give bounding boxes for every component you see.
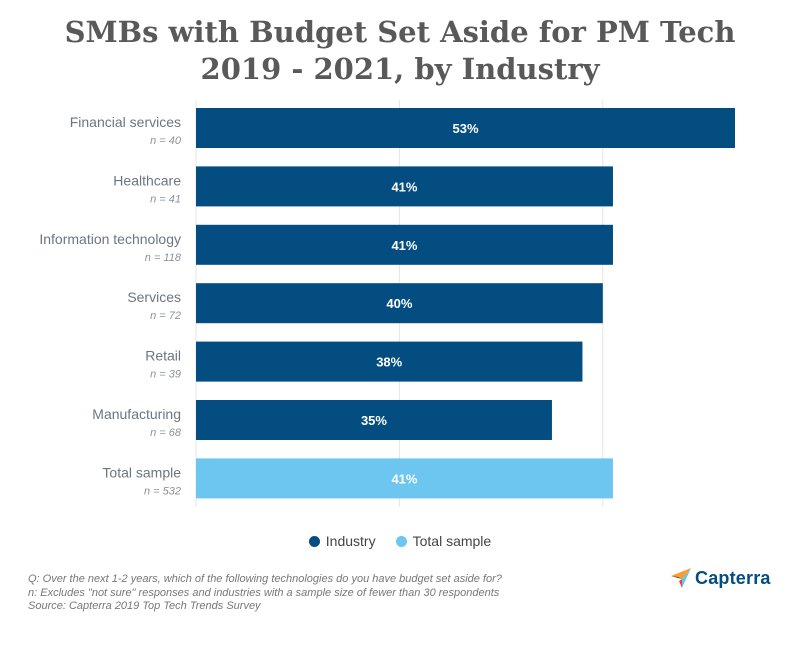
category-label: Information technology <box>39 231 181 247</box>
sample-size-label: n = 41 <box>150 193 181 205</box>
bar-value-label: 53% <box>452 121 478 136</box>
legend-item-industry: Industry <box>308 533 376 549</box>
legend-label-total-sample: Total sample <box>412 533 492 549</box>
bar-value-label: 41% <box>391 238 417 253</box>
capterra-logo: Capterra <box>670 567 771 589</box>
bar <box>196 400 552 440</box>
bar <box>196 283 603 324</box>
sample-size-label: n = 40 <box>150 135 182 147</box>
category-label: Services <box>127 289 181 305</box>
legend-label-industry: Industry <box>325 533 376 549</box>
bar <box>196 166 613 207</box>
bar <box>196 341 583 382</box>
legend-swatch-industry <box>308 535 320 547</box>
chart-title: SMBs with Budget Set Aside for PM Tech 2… <box>0 14 800 88</box>
bar <box>196 224 613 265</box>
category-label: Healthcare <box>113 172 181 188</box>
chart-title-line-2: 2019 - 2021, by Industry <box>200 52 600 86</box>
chart-title-line-1: SMBs with Budget Set Aside for PM Tech <box>64 15 736 49</box>
sample-size-label: n = 72 <box>150 310 181 322</box>
capterra-arrow-icon <box>671 568 691 588</box>
legend-swatch-total-sample <box>395 535 407 547</box>
sample-size-label: n = 68 <box>150 427 182 439</box>
footnote-sample-note: n: Excludes "not sure" responses and ind… <box>28 586 500 599</box>
sample-size-label: n = 118 <box>145 252 182 264</box>
bar-value-label: 35% <box>361 413 387 428</box>
chart-legend: Industry Total sample <box>0 533 800 549</box>
footnotes: Q: Over the next 1-2 years, which of the… <box>28 573 502 614</box>
sample-size-label: n = 532 <box>144 485 181 497</box>
bar-value-label: 40% <box>386 296 412 311</box>
bar-chart: 53% Financial services n = 40 41% Healthcare… <box>39 100 735 507</box>
bar-value-label: 41% <box>391 471 417 486</box>
bar-value-label: 38% <box>376 355 402 370</box>
category-label: Manufacturing <box>92 406 181 422</box>
bar <box>196 108 735 148</box>
bar-value-label: 41% <box>391 179 417 194</box>
bar <box>196 458 613 499</box>
footnote-source: Source: Capterra 2019 Top Tech Trends Su… <box>28 600 261 612</box>
capterra-logo-text: Capterra <box>695 567 771 588</box>
footnote-question: Q: Over the next 1-2 years, which of the… <box>28 573 502 585</box>
category-label: Financial services <box>70 114 181 130</box>
legend-item-total-sample: Total sample <box>395 533 492 549</box>
sample-size-label: n = 39 <box>150 369 181 381</box>
category-label: Total sample <box>102 464 181 480</box>
category-label: Retail <box>145 348 181 364</box>
